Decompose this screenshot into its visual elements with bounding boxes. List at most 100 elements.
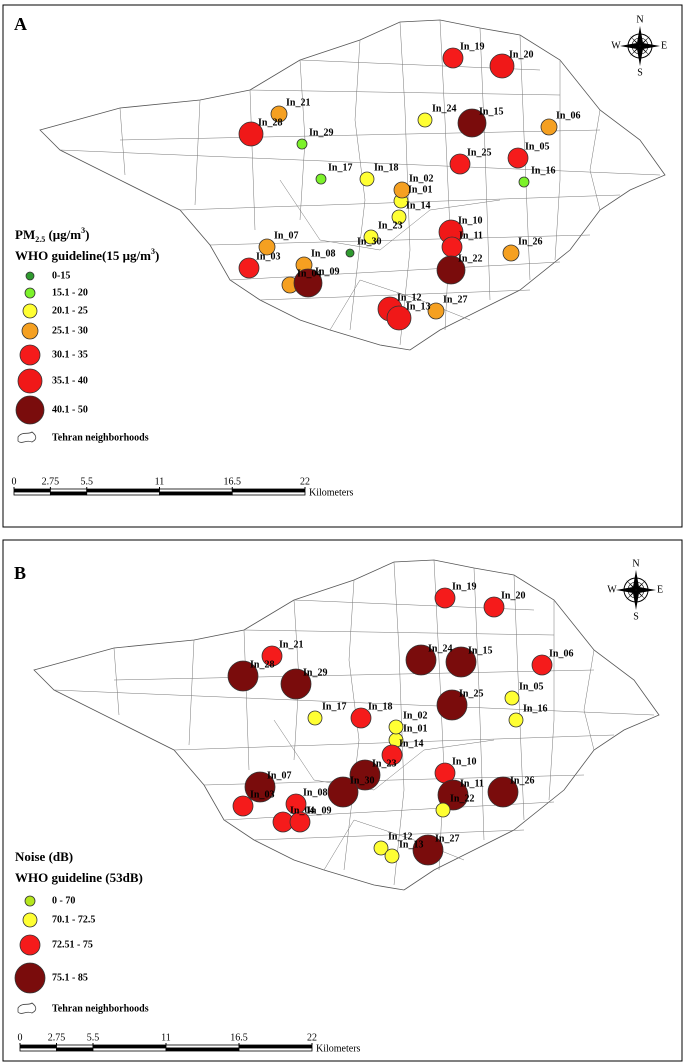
legend-swatch: [22, 303, 38, 319]
legend-swatch: [24, 287, 36, 299]
station-label: In_14: [406, 200, 430, 211]
station-marker: [508, 712, 524, 728]
legend-title-part: PM: [15, 227, 35, 242]
station-marker: [427, 302, 445, 320]
legend-label: 25.1 - 30: [52, 325, 88, 336]
scale-tick-label: 2.75: [42, 476, 60, 487]
scale-segment: [56, 1047, 94, 1052]
legend-swatch: [24, 895, 36, 907]
station-label: In_25: [467, 147, 491, 158]
legend-guideline: WHO guideline (53dB): [15, 870, 143, 885]
station-label: In_05: [519, 681, 543, 692]
station-label: In_30: [357, 236, 381, 247]
scale-segment: [231, 488, 306, 493]
station-label: In_04: [290, 805, 314, 816]
legend-boundary-icon: [17, 1002, 37, 1014]
station-label: In_28: [258, 117, 282, 128]
station-label: In_12: [388, 831, 412, 842]
station-label: In_21: [286, 97, 310, 108]
scale-segment: [19, 1047, 57, 1052]
legend-guideline-part: WHO guideline(15 μg/m: [15, 248, 151, 263]
legend-swatch: [15, 395, 45, 425]
station-marker: [483, 596, 505, 618]
station-marker: [487, 776, 519, 808]
legend-title-part: (μg/m: [45, 227, 81, 242]
scale-tick-label: 5.5: [87, 1032, 100, 1043]
scale-segment: [49, 488, 88, 493]
compass-s: S: [633, 611, 639, 622]
station-label: In_17: [328, 162, 352, 173]
station-marker: [350, 707, 372, 729]
station-marker: [280, 668, 312, 700]
compass-rose: [615, 569, 657, 611]
station-label: In_18: [368, 701, 392, 712]
scale-segment: [231, 491, 306, 496]
station-marker: [307, 710, 323, 726]
station-label: In_01: [408, 184, 432, 195]
station-label: In_03: [250, 789, 274, 800]
scale-tick-label: 2.75: [48, 1032, 66, 1043]
station-label: In_26: [518, 236, 542, 247]
scale-tick-label: 22: [307, 1032, 317, 1043]
station-marker: [457, 108, 487, 138]
scale-tick-label: 0: [12, 476, 17, 487]
scale-segment: [165, 1047, 240, 1052]
station-label: In_10: [458, 215, 482, 226]
station-label: In_24: [432, 103, 456, 114]
station-marker: [412, 834, 444, 866]
station-marker: [518, 176, 530, 188]
station-marker: [261, 645, 283, 667]
station-marker: [388, 719, 404, 735]
scale-segment: [13, 491, 51, 496]
compass-e: E: [657, 584, 663, 595]
station-label: In_06: [549, 648, 573, 659]
scale-tick-label: 5.5: [81, 476, 94, 487]
station-label: In_27: [443, 294, 467, 305]
station-marker: [436, 689, 468, 721]
scale-tick-label: 0: [18, 1032, 23, 1043]
station-marker: [327, 776, 359, 808]
legend-swatch: [17, 368, 43, 394]
legend-swatch: [19, 934, 41, 956]
station-marker: [238, 121, 264, 147]
scale-segment: [159, 488, 233, 493]
scale-segment: [49, 491, 88, 496]
station-label: In_28: [250, 659, 274, 670]
scale-tick-label: 16.5: [230, 1032, 248, 1043]
station-marker: [449, 153, 471, 175]
scale-unit: Kilometers: [316, 1043, 361, 1054]
station-marker: [531, 654, 553, 676]
legend-label: Tehran neighborhoods: [52, 432, 149, 443]
legend-guideline-part: ): [155, 248, 159, 263]
scale-segment: [92, 1044, 167, 1049]
station-label: In_09: [307, 805, 331, 816]
city-map: [33, 559, 660, 891]
station-marker: [436, 255, 466, 285]
legend-label: 30.1 - 35: [52, 349, 88, 360]
station-label: In_09: [315, 266, 339, 277]
legend-label: 0 - 70: [52, 895, 75, 906]
station-marker: [417, 112, 433, 128]
legend-title-part: ): [85, 227, 89, 242]
scale-unit: Kilometers: [309, 487, 354, 498]
station-label: In_13: [399, 839, 423, 850]
station-label: In_04: [297, 268, 321, 279]
station-marker: [489, 53, 515, 79]
legend-title-part: 2.5: [35, 235, 45, 244]
station-marker: [363, 229, 379, 245]
station-marker: [386, 305, 412, 331]
legend-guideline-part: WHO guideline (53dB): [15, 870, 143, 885]
legend-title: Noise (dB): [15, 849, 73, 864]
station-marker: [244, 771, 276, 803]
scale-segment: [19, 1044, 57, 1049]
station-label: In_15: [468, 645, 492, 656]
station-marker: [373, 840, 389, 856]
station-marker: [315, 173, 327, 185]
station-label: In_02: [403, 710, 427, 721]
station-label: In_12: [397, 292, 421, 303]
station-label: In_17: [322, 701, 346, 712]
station-label: In_18: [374, 162, 398, 173]
station-marker: [434, 587, 456, 609]
station-label: In_19: [460, 41, 484, 52]
